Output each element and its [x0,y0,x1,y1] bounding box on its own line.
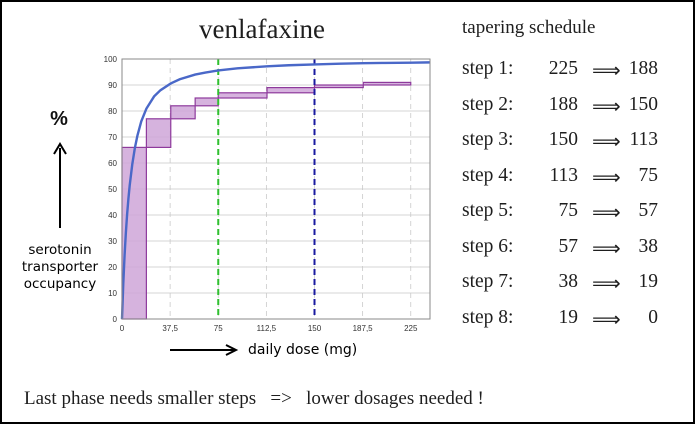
x-tick-label: 112,5 [257,324,277,333]
step-bar-8 [362,81,412,86]
y-tick-label: 20 [108,263,117,272]
step-to-dose: 0 [648,306,658,328]
right-arrow-icon [170,344,239,356]
step-to-dose: 75 [638,164,659,186]
chart-title: venlafaxine [199,14,325,44]
step-from-dose: 19 [558,306,579,328]
y-tick-label: 60 [108,159,117,168]
step-label: step 6: [462,235,514,257]
implies-arrow-icon: ⟹ [592,200,621,224]
step-from-dose: 188 [548,93,578,115]
occupancy-curve [120,61,431,320]
step-to-dose: 38 [638,235,659,257]
step-label: step 8: [462,306,514,328]
implies-arrow-icon: ⟹ [592,129,621,153]
y-tick-labels: 0 10 20 30 40 50 60 70 80 90 100 [104,55,118,324]
step-to-dose: 150 [628,93,658,115]
implies-arrow-icon: ⟹ [592,58,621,82]
x-tick-label: 187,5 [353,324,374,333]
y-tick-label: 50 [108,185,117,194]
implies-arrow-icon: ⟹ [592,164,621,189]
x-tick-label: 150 [308,324,322,333]
step-from-dose: 57 [558,235,579,257]
y-tick-label: 10 [108,289,117,298]
step-bar-4 [194,97,219,107]
reference-lines [217,59,316,319]
step-label: step 1: [462,58,514,79]
y-tick-label: 0 [113,315,118,324]
conclusion-text: Last phase needs smaller steps => lower … [24,388,484,409]
y-tick-label: 30 [108,237,117,246]
step-from-dose: 225 [548,58,578,79]
step-label: step 5: [462,200,514,221]
step-bar-3 [170,105,196,120]
grid [122,58,430,320]
schedule-title: tapering schedule [462,17,596,38]
x-tick-label: 37,5 [162,324,178,333]
step-label: step 2: [462,93,514,115]
y-axis-symbol: % [50,108,68,130]
x-tick-label: 225 [404,324,418,333]
step-to-dose: 57 [638,200,659,221]
y-tick-label: 90 [108,81,117,90]
step-bar-2 [145,118,172,149]
step-label: step 3: [462,129,514,150]
implies-arrow-icon: ⟹ [592,271,621,295]
y-axis-label: serotonin transporter occupancy [21,242,99,292]
y-tick-label: 80 [108,107,117,116]
y-tick-label: 100 [104,55,118,64]
y-tick-label: 40 [108,211,117,220]
x-tick-label: 75 [214,324,223,333]
chart-plot: 0 10 20 30 40 50 60 70 80 90 100 0 37,5 75 112,5 150 18… [104,55,431,333]
x-tick-label: 0 [120,324,125,333]
step-to-dose: 19 [638,271,659,292]
step-to-dose: 113 [629,129,658,150]
step-bar-6 [266,86,316,94]
x-axis-label: daily dose (mg) [248,342,358,358]
y-tick-label: 70 [108,133,117,142]
step-from-dose: 75 [558,200,579,221]
step-bar-5 [217,92,268,99]
step-to-dose: 188 [628,58,658,79]
step-from-dose: 38 [558,271,579,292]
step-label: step 7: [462,271,514,292]
x-tick-labels: 0 37,5 75 112,5 150 187,5 225 [120,324,418,333]
step-label: step 4: [462,164,514,186]
plot-border [121,58,431,320]
step-bar-7 [313,84,364,89]
step-from-dose: 150 [548,129,578,150]
step-from-dose: 113 [549,164,578,186]
up-arrow-icon [53,142,67,228]
implies-arrow-icon: ⟹ [592,306,621,331]
implies-arrow-icon: ⟹ [592,93,621,118]
implies-arrow-icon: ⟹ [592,235,621,260]
